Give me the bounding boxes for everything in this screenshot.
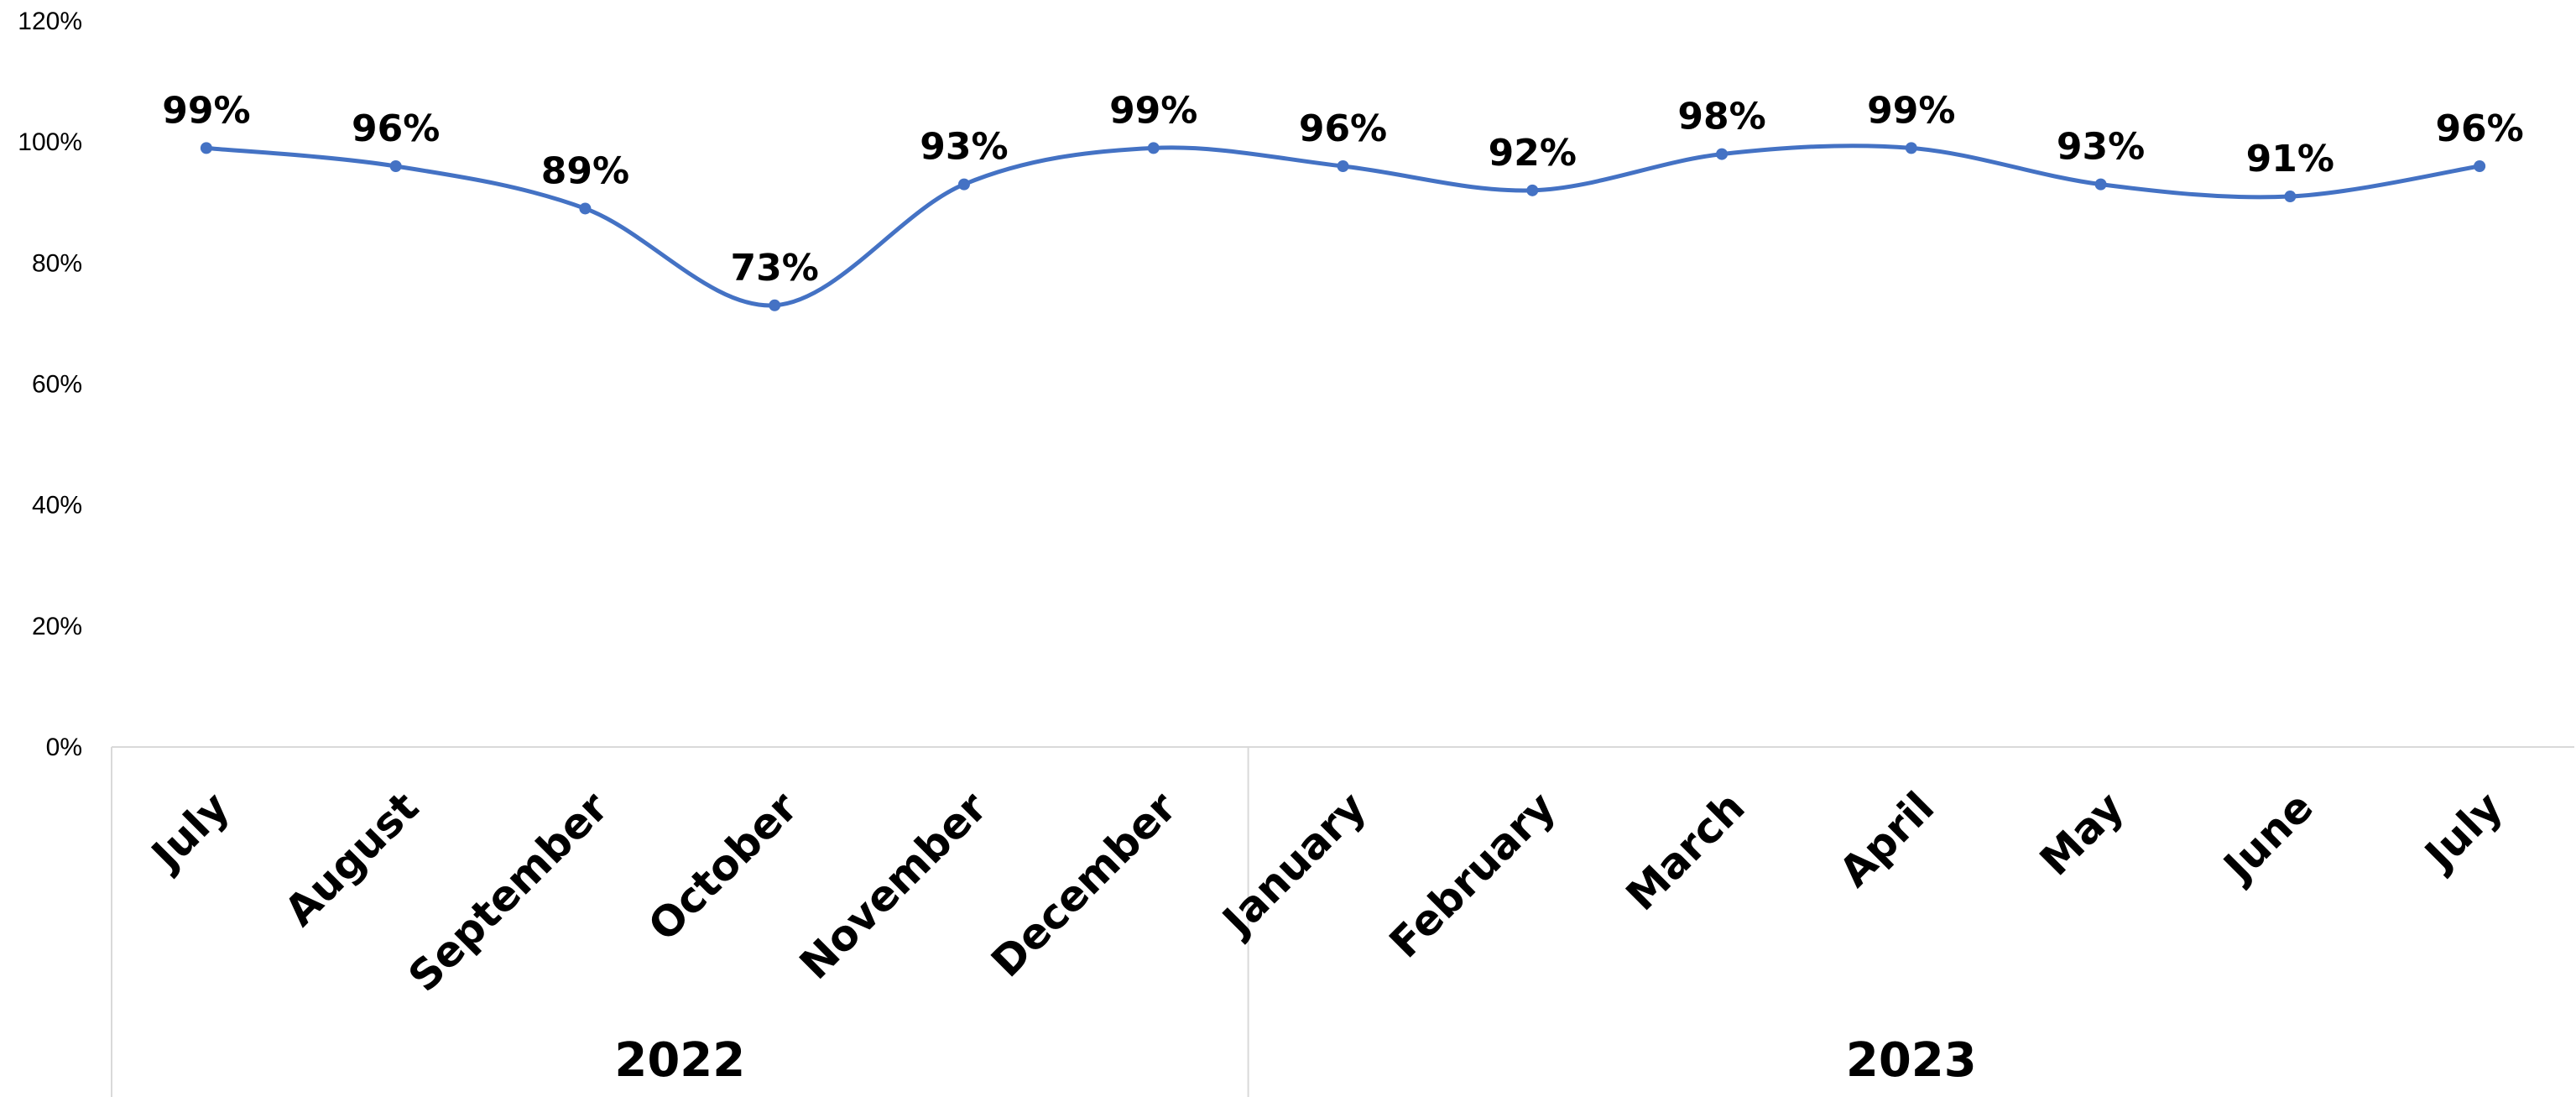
data-label: 99% — [1867, 89, 1955, 132]
data-label: 96% — [2435, 107, 2523, 150]
data-point — [1337, 160, 1349, 172]
year-group-label: 2023 — [1846, 1033, 1977, 1088]
y-tick-label: 0% — [46, 734, 82, 761]
x-tick-label: November — [790, 782, 997, 989]
data-label: 93% — [2057, 126, 2145, 169]
x-tick-label: July — [141, 782, 239, 880]
data-label: 73% — [731, 247, 819, 290]
data-point — [1905, 142, 1917, 154]
x-tick-label: March — [1617, 782, 1755, 920]
y-tick-label: 120% — [18, 8, 82, 35]
y-tick-label: 80% — [32, 249, 82, 277]
x-tick-label: September — [399, 782, 618, 1000]
data-point — [1716, 148, 1729, 160]
data-label: 93% — [920, 126, 1008, 169]
x-tick-label: July — [2414, 782, 2512, 880]
x-tick-label: October — [639, 782, 807, 950]
y-tick-label: 20% — [32, 613, 82, 640]
series-layer — [200, 142, 2486, 311]
data-point — [1526, 184, 1539, 196]
x-tick-label: June — [2213, 782, 2323, 892]
data-point — [957, 178, 970, 191]
data-point — [389, 160, 402, 172]
x-tick-label: February — [1380, 782, 1565, 967]
data-point — [769, 299, 781, 311]
x-tick-label: May — [2031, 782, 2133, 885]
data-point — [2094, 178, 2107, 191]
data-point — [200, 142, 212, 154]
data-label: 91% — [2246, 138, 2334, 180]
x-tick-label: January — [1212, 782, 1375, 946]
y-tick-label: 100% — [18, 128, 82, 156]
data-label-layer: 99% 96% 89% 73% 93% 99% 96% 92% 98% 99% 93% 91% 96% — [162, 89, 2524, 289]
data-label: 96% — [352, 107, 440, 150]
data-label: 98% — [1677, 96, 1765, 138]
y-tick-label: 60% — [32, 371, 82, 399]
data-label: 99% — [162, 89, 250, 132]
data-point — [1147, 142, 1160, 154]
x-tick-label: April — [1830, 782, 1943, 896]
data-label: 89% — [541, 149, 629, 192]
data-label: 99% — [1109, 89, 1197, 132]
data-point — [2474, 160, 2486, 172]
y-tick-label: 40% — [32, 492, 82, 520]
year-group-label: 2022 — [614, 1033, 745, 1088]
data-label: 92% — [1489, 132, 1577, 175]
data-point — [2284, 191, 2297, 203]
x-tick-label: August — [275, 782, 428, 935]
x-tick-label: December — [982, 782, 1186, 986]
y-axis: 0% 20% 40% 60% 80% 100% 120% — [18, 8, 82, 761]
data-point — [579, 202, 592, 215]
data-label: 96% — [1299, 107, 1387, 150]
